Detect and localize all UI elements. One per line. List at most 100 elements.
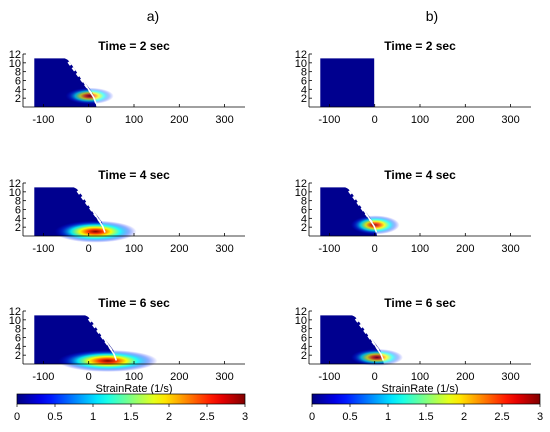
- y-tick-label: 12: [295, 306, 307, 318]
- colorbar-tick-label: 2: [166, 411, 172, 423]
- x-tick-label: 100: [411, 243, 429, 255]
- x-tick-label: 200: [456, 243, 474, 255]
- x-tick-label: 300: [501, 243, 519, 255]
- strain-hotspot: [58, 349, 158, 372]
- x-tick-label: -100: [32, 371, 54, 383]
- flow-surface-line: [320, 55, 376, 107]
- colorbar-tick-label: 0: [309, 411, 315, 423]
- y-tick-label: 8: [301, 196, 307, 208]
- flow-surface-line: [34, 184, 106, 233]
- y-tick-label: 4: [301, 84, 307, 96]
- y-tick-label: 2: [15, 350, 21, 362]
- y-tick-label: 2: [15, 222, 21, 234]
- y-tick-label: 8: [15, 67, 21, 79]
- x-tick-label: 100: [411, 114, 429, 126]
- y-tick-label: 12: [9, 306, 21, 318]
- panel-title: Time = 2 sec: [384, 39, 456, 53]
- y-tick-label: 10: [295, 187, 307, 199]
- colorbar-tick-label: 2.5: [494, 411, 509, 423]
- colorbar-tick-label: 3: [537, 411, 543, 423]
- x-tick-label: 300: [215, 243, 233, 255]
- x-tick-label: 200: [456, 371, 474, 383]
- y-tick-label: 12: [9, 49, 21, 61]
- strain-hotspot: [54, 220, 137, 243]
- y-tick-label: 4: [301, 213, 307, 225]
- y-tick-label: 4: [15, 341, 21, 353]
- y-tick-label: 10: [295, 58, 307, 70]
- x-tick-label: 300: [501, 114, 519, 126]
- colorbar-tick-label: 1.5: [418, 411, 433, 423]
- colorbar-tick-label: 3: [242, 411, 248, 423]
- strain-hotspot: [65, 87, 114, 105]
- flow-surface-line: [320, 312, 385, 361]
- y-tick-label: 10: [9, 187, 21, 199]
- x-tick-label: 100: [125, 371, 143, 383]
- x-tick-label: -100: [32, 114, 54, 126]
- y-tick-label: 8: [15, 196, 21, 208]
- x-tick-label: 300: [215, 114, 233, 126]
- x-tick-label: 0: [372, 114, 378, 126]
- panel-title: Time = 4 sec: [384, 168, 456, 182]
- flow-surface-line: [34, 312, 118, 361]
- x-tick-label: -100: [32, 243, 54, 255]
- colorbar-tick-label: 0: [14, 411, 20, 423]
- x-axis-label: StrainRate (1/s): [95, 383, 172, 395]
- colorbar-a: 0 0.5 1 1.5 2 2.5 3: [14, 393, 248, 423]
- y-tick-label: 8: [15, 324, 21, 336]
- y-tick-label: 10: [9, 58, 21, 70]
- y-tick-label: 4: [301, 341, 307, 353]
- panel-title: Time = 6 sec: [98, 296, 170, 310]
- colorbar-gradient: [311, 393, 541, 405]
- x-tick-label: 200: [456, 114, 474, 126]
- panel-label-a: a): [147, 8, 159, 24]
- x-tick-label: 200: [170, 243, 188, 255]
- colorbar-tick-label: 2.5: [199, 411, 214, 423]
- x-tick-label: 0: [86, 114, 92, 126]
- x-tick-label: 0: [372, 243, 378, 255]
- y-tick-label: 4: [15, 213, 21, 225]
- y-tick-label: 2: [301, 222, 307, 234]
- strain-hotspot: [350, 348, 403, 366]
- strain-hotspot: [350, 215, 400, 235]
- x-tick-label: 200: [170, 371, 188, 383]
- y-tick-label: 2: [301, 350, 307, 362]
- y-tick-label: 12: [295, 178, 307, 190]
- x-tick-label: 300: [215, 371, 233, 383]
- y-tick-label: 2: [301, 93, 307, 105]
- x-tick-label: -100: [318, 371, 340, 383]
- panel-title: Time = 6 sec: [384, 296, 456, 310]
- colorbar-tick-label: 1: [385, 411, 391, 423]
- colorbar-tick-label: 1: [90, 411, 96, 423]
- x-tick-label: 100: [125, 114, 143, 126]
- flow-body: [320, 58, 375, 107]
- colorbar-tick-label: 2: [461, 411, 467, 423]
- y-tick-label: 6: [15, 76, 21, 88]
- x-tick-label: 0: [372, 371, 378, 383]
- y-tick-label: 4: [15, 84, 21, 96]
- y-tick-label: 8: [301, 67, 307, 79]
- y-tick-label: 12: [295, 49, 307, 61]
- panel-title: Time = 2 sec: [98, 39, 170, 53]
- x-tick-label: 200: [170, 114, 188, 126]
- flow-surface-line: [34, 55, 97, 104]
- y-tick-label: 6: [301, 333, 307, 345]
- x-tick-label: -100: [318, 243, 340, 255]
- colorbar-tick-label: 0.5: [47, 411, 62, 423]
- y-tick-label: 8: [301, 324, 307, 336]
- y-tick-label: 6: [15, 205, 21, 217]
- panel-title: Time = 4 sec: [98, 168, 170, 182]
- y-tick-label: 12: [9, 178, 21, 190]
- x-tick-label: 300: [501, 371, 519, 383]
- colorbar-b: 0 0.5 1 1.5 2 2.5 3: [309, 393, 543, 423]
- x-tick-label: 0: [86, 371, 92, 383]
- x-tick-label: 100: [125, 243, 143, 255]
- y-tick-label: 10: [295, 315, 307, 327]
- colorbar-tick-label: 0.5: [342, 411, 357, 423]
- x-axis-label: StrainRate (1/s): [381, 383, 458, 395]
